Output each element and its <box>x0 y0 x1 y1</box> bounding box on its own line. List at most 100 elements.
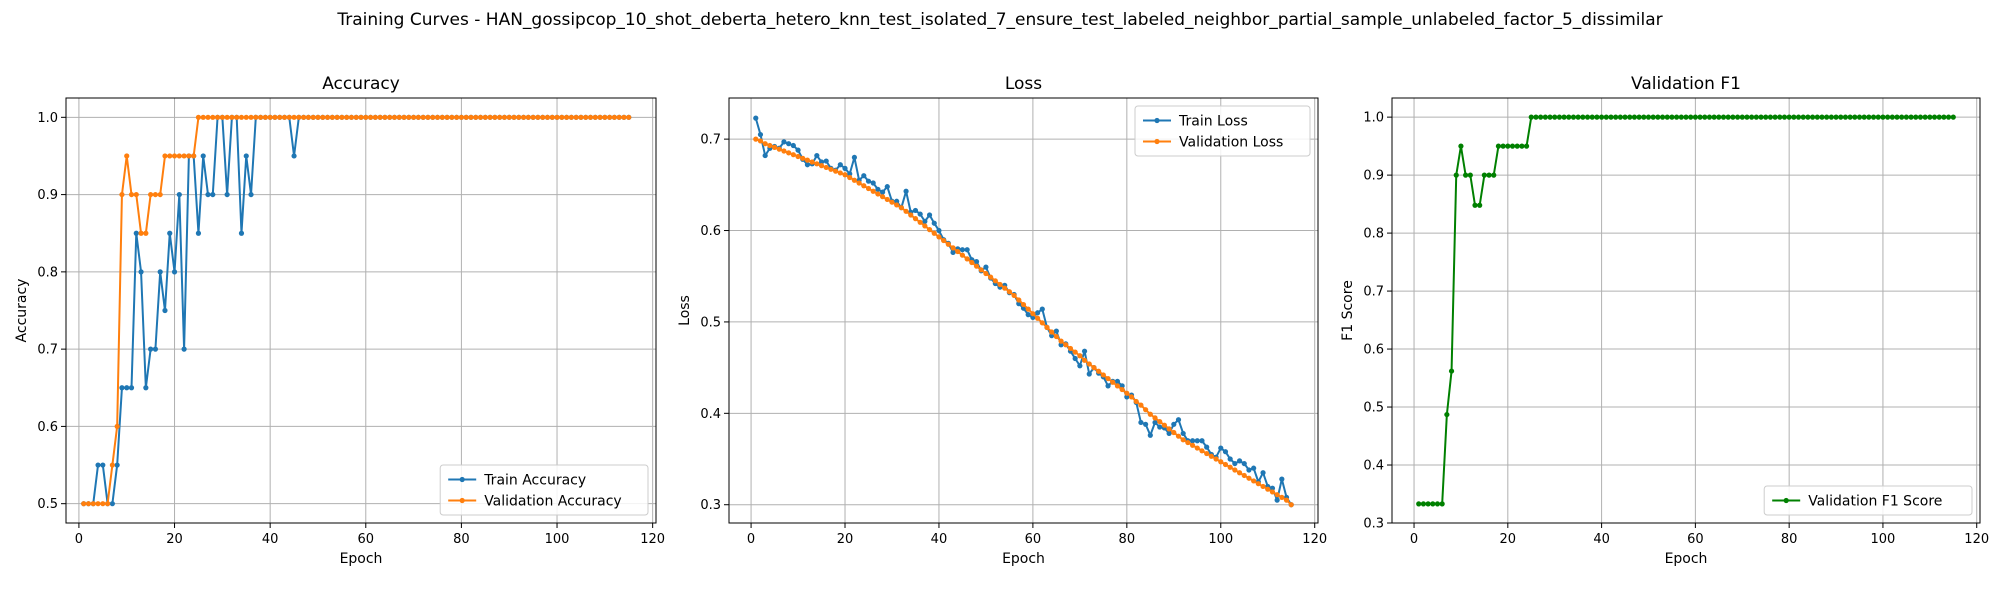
validation-accuracy-point <box>176 153 182 159</box>
validation-f1-xtick-label: 20 <box>1500 532 1517 547</box>
validation-accuracy-point <box>133 191 139 198</box>
train-loss-point <box>1086 371 1092 377</box>
validation-f1-score-point <box>1824 114 1830 120</box>
train-loss-point <box>1260 470 1266 476</box>
train-loss-point <box>818 159 825 165</box>
validation-f1-score-point <box>1613 114 1619 120</box>
validation-accuracy-point <box>296 114 302 120</box>
validation-accuracy-point <box>267 114 273 120</box>
validation-f1-score-point <box>1448 368 1455 374</box>
validation-loss-point <box>1246 475 1252 481</box>
accuracy-panel: 0 20 40 60 80 100 120 0.5 0.6 0.7 0.8 0.9 1.0 Accurac… <box>14 74 665 567</box>
validation-accuracy-point <box>525 114 531 120</box>
loss-xtick-label: 0 <box>747 532 755 547</box>
validation-accuracy-point <box>81 501 87 507</box>
validation-f1-score-point <box>1453 172 1459 178</box>
validation-f1-score-point <box>1538 114 1544 120</box>
accuracy-axes-frame <box>65 97 657 524</box>
validation-loss-point <box>1063 342 1069 348</box>
validation-loss-point <box>1161 422 1168 428</box>
validation-loss-point <box>978 267 984 273</box>
validation-f1-score-point <box>1842 114 1849 120</box>
train-loss-point <box>1124 394 1130 400</box>
validation-f1-score-point <box>1556 114 1562 120</box>
accuracy-xtick-label: 80 <box>453 532 470 547</box>
validation-loss-point <box>898 205 904 211</box>
validation-loss-point <box>973 263 980 269</box>
validation-accuracy-point <box>109 462 115 468</box>
validation-accuracy-point <box>449 114 455 120</box>
validation-f1-score-point <box>1444 411 1450 418</box>
validation-accuracy-point <box>143 230 149 236</box>
validation-f1-score-point <box>1927 114 1933 120</box>
validation-f1-plot-area <box>1416 114 1956 507</box>
validation-loss-point <box>1227 464 1233 470</box>
loss-axes-frame <box>728 97 1319 524</box>
train-accuracy-point <box>143 385 149 391</box>
validation-f1-xtick-label: 100 <box>1871 532 1896 547</box>
validation-f1-score-point <box>1416 501 1422 507</box>
validation-accuracy-point <box>200 114 206 120</box>
validation-f1-score-point <box>1875 114 1881 120</box>
validation-accuracy-point <box>611 114 618 120</box>
validation-f1-score-point <box>1594 114 1600 120</box>
train-loss-point <box>1077 363 1083 369</box>
validation-loss-point <box>847 174 853 181</box>
train-loss-point <box>1053 328 1059 334</box>
validation-loss-point <box>1114 383 1121 389</box>
accuracy-ytick-label: 0.6 <box>37 420 58 435</box>
validation-accuracy-point <box>100 501 106 507</box>
validation-accuracy-point <box>396 114 402 120</box>
validation-loss-point <box>959 252 966 258</box>
train-loss-point <box>1157 424 1163 430</box>
validation-f1-score-point <box>1880 114 1886 120</box>
validation-loss-point <box>941 237 947 244</box>
train-loss-point <box>1218 445 1224 451</box>
validation-accuracy-point <box>124 153 130 159</box>
validation-loss-point <box>1072 349 1078 355</box>
validation-f1-score-point <box>1899 114 1905 120</box>
validation-accuracy-point <box>262 114 268 120</box>
accuracy-xtick-label: 60 <box>358 532 375 547</box>
validation-loss-point <box>804 157 811 163</box>
train-loss-point <box>1232 460 1238 467</box>
validation-accuracy-point <box>563 114 570 120</box>
validation-loss-point <box>1067 345 1074 352</box>
validation-loss-point <box>790 152 796 158</box>
train-accuracy-point <box>238 230 245 236</box>
train-loss-point <box>1194 438 1200 444</box>
validation-f1-score-point <box>1523 143 1530 149</box>
validation-loss-point <box>1030 311 1036 317</box>
validation-accuracy-point <box>128 191 135 198</box>
validation-loss-point <box>1241 472 1247 479</box>
loss-legend-box <box>1134 105 1311 157</box>
validation-accuracy-point <box>320 114 326 120</box>
train-loss-point <box>861 173 867 179</box>
loss-ytick-label: 0.7 <box>700 133 721 148</box>
validation-f1-score-point <box>1561 114 1567 120</box>
validation-loss-point <box>1016 297 1022 303</box>
train-loss-point <box>964 247 970 253</box>
validation-accuracy-point <box>420 114 426 120</box>
validation-f1-score-point <box>1763 114 1769 120</box>
validation-f1-score-point <box>1894 114 1900 120</box>
train-loss-point <box>1251 465 1257 471</box>
loss-xlabel: Epoch <box>1002 551 1045 567</box>
train-loss-point <box>1058 342 1064 348</box>
validation-accuracy-point <box>157 191 163 198</box>
validation-accuracy-point <box>234 114 240 120</box>
validation-f1-score-point <box>1627 114 1633 120</box>
validation-accuracy-point <box>95 501 101 507</box>
train-loss-point <box>1189 438 1196 444</box>
validation-accuracy-point <box>458 114 465 120</box>
validation-loss-point <box>1255 481 1261 487</box>
validation-accuracy-point <box>195 114 202 120</box>
train-loss-point <box>950 249 956 256</box>
validation-loss-point <box>945 241 951 247</box>
validation-accuracy-point <box>540 114 546 120</box>
validation-f1-score-point <box>1678 114 1684 120</box>
validation-accuracy-point <box>415 114 421 120</box>
validation-accuracy-legend-label: Validation Accuracy <box>484 494 622 510</box>
